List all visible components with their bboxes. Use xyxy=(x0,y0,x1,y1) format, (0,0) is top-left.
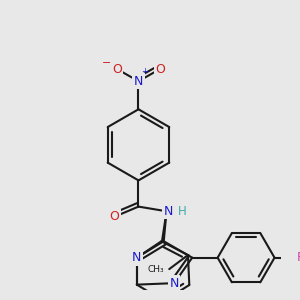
Text: O: O xyxy=(109,210,119,224)
Text: N: N xyxy=(134,75,143,88)
Text: CH₃: CH₃ xyxy=(148,265,165,274)
Text: N: N xyxy=(164,205,173,218)
Text: H: H xyxy=(178,205,187,218)
Text: N: N xyxy=(132,251,142,264)
Text: −: − xyxy=(102,58,111,68)
Text: F: F xyxy=(297,251,300,264)
Text: N: N xyxy=(169,277,179,290)
Text: O: O xyxy=(112,63,122,76)
Text: +: + xyxy=(141,68,148,76)
Text: O: O xyxy=(155,63,165,76)
